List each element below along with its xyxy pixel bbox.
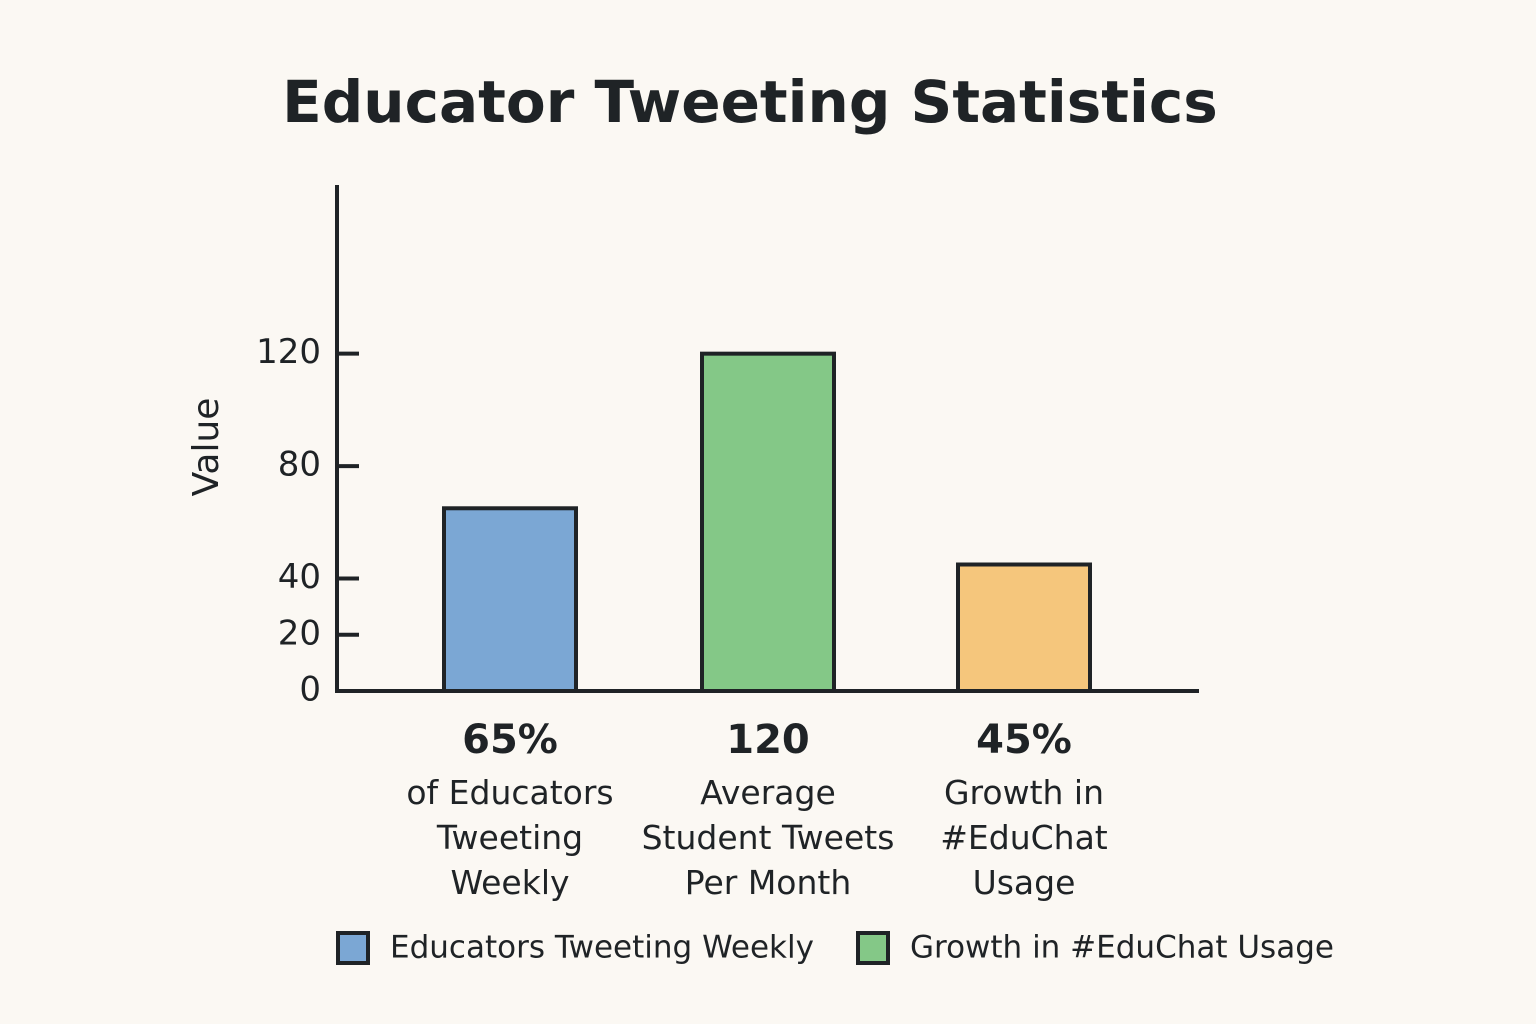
x-tick-label: of Educators Tweeting Weekly: [406, 773, 614, 902]
value-label: 65%: [462, 717, 558, 763]
y-tick-label: 120: [256, 332, 321, 372]
x-tick-label: Average Student Tweets Per Month: [641, 773, 895, 902]
bar: [956, 562, 1092, 693]
legend-swatch: [336, 931, 370, 965]
bar: [442, 506, 578, 693]
y-axis-label: Value: [186, 398, 227, 497]
value-label: 120: [726, 717, 810, 763]
y-tick-label: 40: [278, 557, 321, 597]
legend-label: Growth in #EduChat Usage: [910, 930, 1334, 966]
bar: [700, 351, 836, 693]
legend-label: Educators Tweeting Weekly: [390, 930, 814, 966]
chart-title: Educator Tweeting Statistics: [282, 68, 1218, 136]
y-tick-label: 80: [278, 445, 321, 485]
value-label: 45%: [976, 717, 1072, 763]
y-tick-label: 0: [299, 670, 321, 710]
x-tick-label: Growth in #EduChat Usage: [940, 773, 1108, 902]
y-tick-label: 20: [278, 613, 321, 653]
legend-swatch: [856, 931, 890, 965]
